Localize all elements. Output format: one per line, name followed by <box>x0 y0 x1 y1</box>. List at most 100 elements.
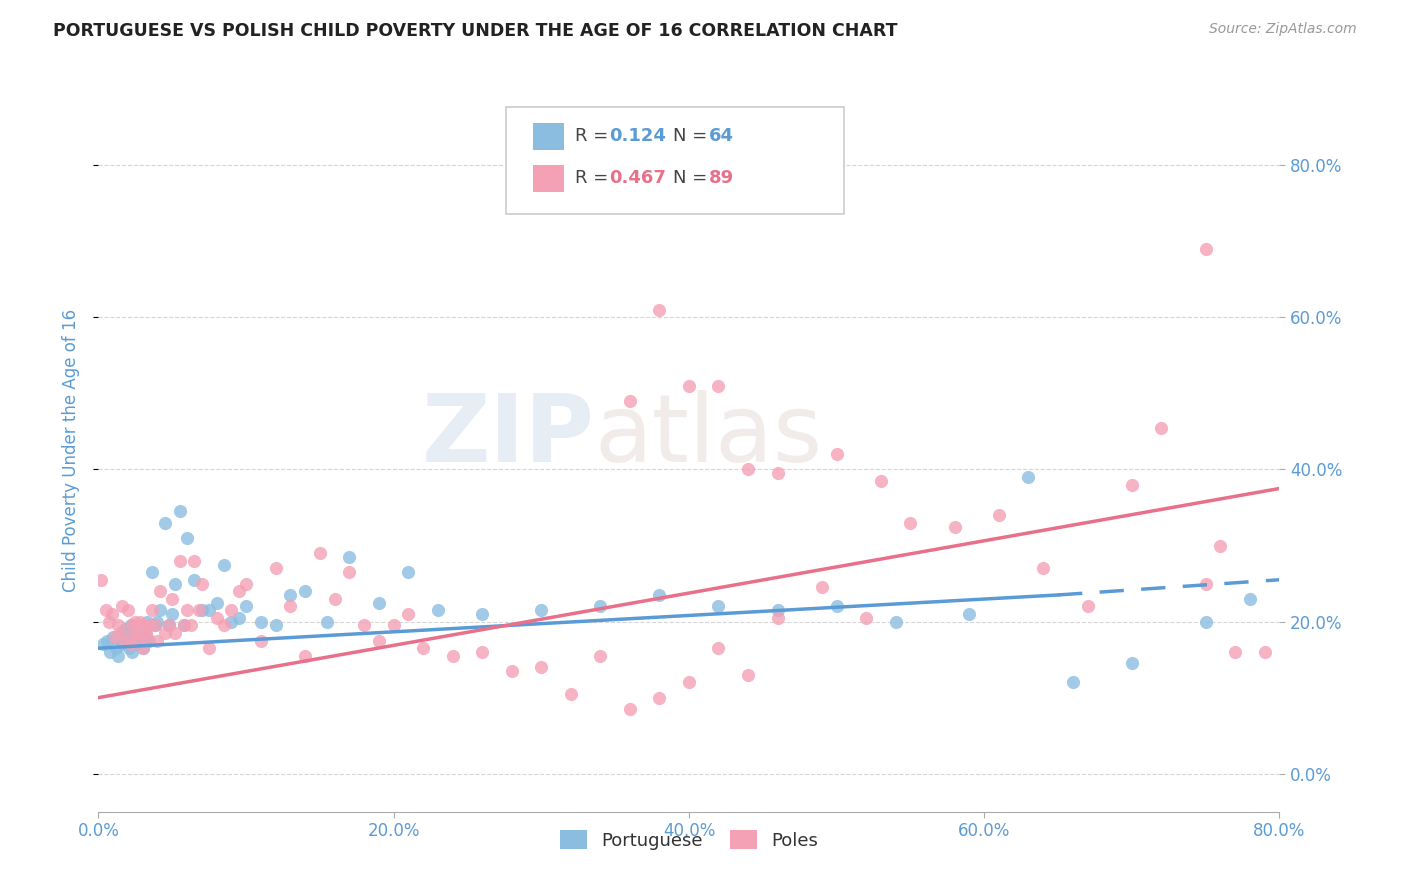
Text: 0.124: 0.124 <box>609 128 665 145</box>
Point <box>501 664 523 678</box>
Point <box>228 584 250 599</box>
Text: ZIP: ZIP <box>422 390 595 482</box>
Point <box>173 618 195 632</box>
Point <box>294 648 316 663</box>
Point <box>250 633 273 648</box>
Text: 0.467: 0.467 <box>609 169 665 187</box>
Point <box>1018 470 1040 484</box>
Point <box>117 603 139 617</box>
Point <box>169 554 191 568</box>
Text: N =: N = <box>673 169 713 187</box>
Point <box>110 626 132 640</box>
Point <box>825 599 848 614</box>
Point <box>125 630 148 644</box>
Point <box>162 591 183 606</box>
Point <box>141 565 163 579</box>
Point <box>368 596 391 610</box>
Point <box>264 561 287 575</box>
Point <box>766 467 789 481</box>
Point <box>149 603 172 617</box>
Point <box>104 630 127 644</box>
Point <box>648 302 671 317</box>
Point <box>1121 477 1143 491</box>
Point <box>412 641 434 656</box>
Point <box>96 633 118 648</box>
Point <box>136 615 159 629</box>
Point <box>1195 242 1218 256</box>
Point <box>1121 657 1143 671</box>
Point <box>589 599 612 614</box>
Point <box>619 394 641 409</box>
Point <box>153 626 176 640</box>
Point <box>235 599 257 614</box>
Point <box>107 648 129 663</box>
Point <box>103 630 125 644</box>
Point <box>1077 599 1099 614</box>
Point <box>165 626 187 640</box>
Point <box>737 462 759 476</box>
Point <box>125 633 148 648</box>
Point <box>235 576 257 591</box>
Point <box>132 641 155 656</box>
Text: PORTUGUESE VS POLISH CHILD POVERTY UNDER THE AGE OF 16 CORRELATION CHART: PORTUGUESE VS POLISH CHILD POVERTY UNDER… <box>53 22 898 40</box>
Point <box>107 618 129 632</box>
Point <box>169 504 191 518</box>
Text: N =: N = <box>673 128 713 145</box>
Point <box>294 584 316 599</box>
Point <box>135 633 157 648</box>
Point <box>1195 615 1218 629</box>
Point <box>530 660 553 674</box>
Point <box>221 615 243 629</box>
Point <box>157 618 180 632</box>
Point <box>855 611 877 625</box>
Point <box>870 474 893 488</box>
Point <box>228 611 250 625</box>
Point <box>183 573 205 587</box>
Point <box>198 603 221 617</box>
Point <box>323 591 346 606</box>
Text: Source: ZipAtlas.com: Source: ZipAtlas.com <box>1209 22 1357 37</box>
Text: R =: R = <box>575 169 614 187</box>
Point <box>97 615 120 629</box>
Y-axis label: Child Poverty Under the Age of 16: Child Poverty Under the Age of 16 <box>62 309 80 592</box>
Point <box>122 626 145 640</box>
Point <box>114 633 136 648</box>
Point <box>471 645 494 659</box>
Point <box>143 618 166 632</box>
Point <box>339 565 361 579</box>
Point <box>530 603 553 617</box>
Point <box>180 618 202 632</box>
Point <box>707 379 730 393</box>
Point <box>165 576 187 591</box>
Point <box>707 599 730 614</box>
Point <box>1239 591 1261 606</box>
Point <box>678 675 700 690</box>
Point <box>105 641 128 656</box>
Point <box>176 603 198 617</box>
Point <box>884 615 907 629</box>
Point <box>153 516 176 530</box>
Point <box>120 618 142 632</box>
Point <box>117 633 139 648</box>
Point <box>900 516 922 530</box>
Point <box>198 641 221 656</box>
Point <box>191 576 214 591</box>
Point <box>121 618 143 632</box>
Point <box>120 637 142 651</box>
Point <box>943 519 966 533</box>
Point <box>114 622 136 636</box>
Point <box>176 531 198 545</box>
Point <box>280 588 302 602</box>
Point <box>589 648 612 663</box>
Point <box>353 618 375 632</box>
Text: 89: 89 <box>709 169 734 187</box>
Point <box>146 615 169 629</box>
Point <box>91 637 114 651</box>
Point <box>162 607 183 621</box>
Point <box>382 618 405 632</box>
Point <box>1032 561 1054 575</box>
Point <box>183 554 205 568</box>
Point <box>1225 645 1247 659</box>
Point <box>135 626 157 640</box>
Point <box>138 618 160 632</box>
